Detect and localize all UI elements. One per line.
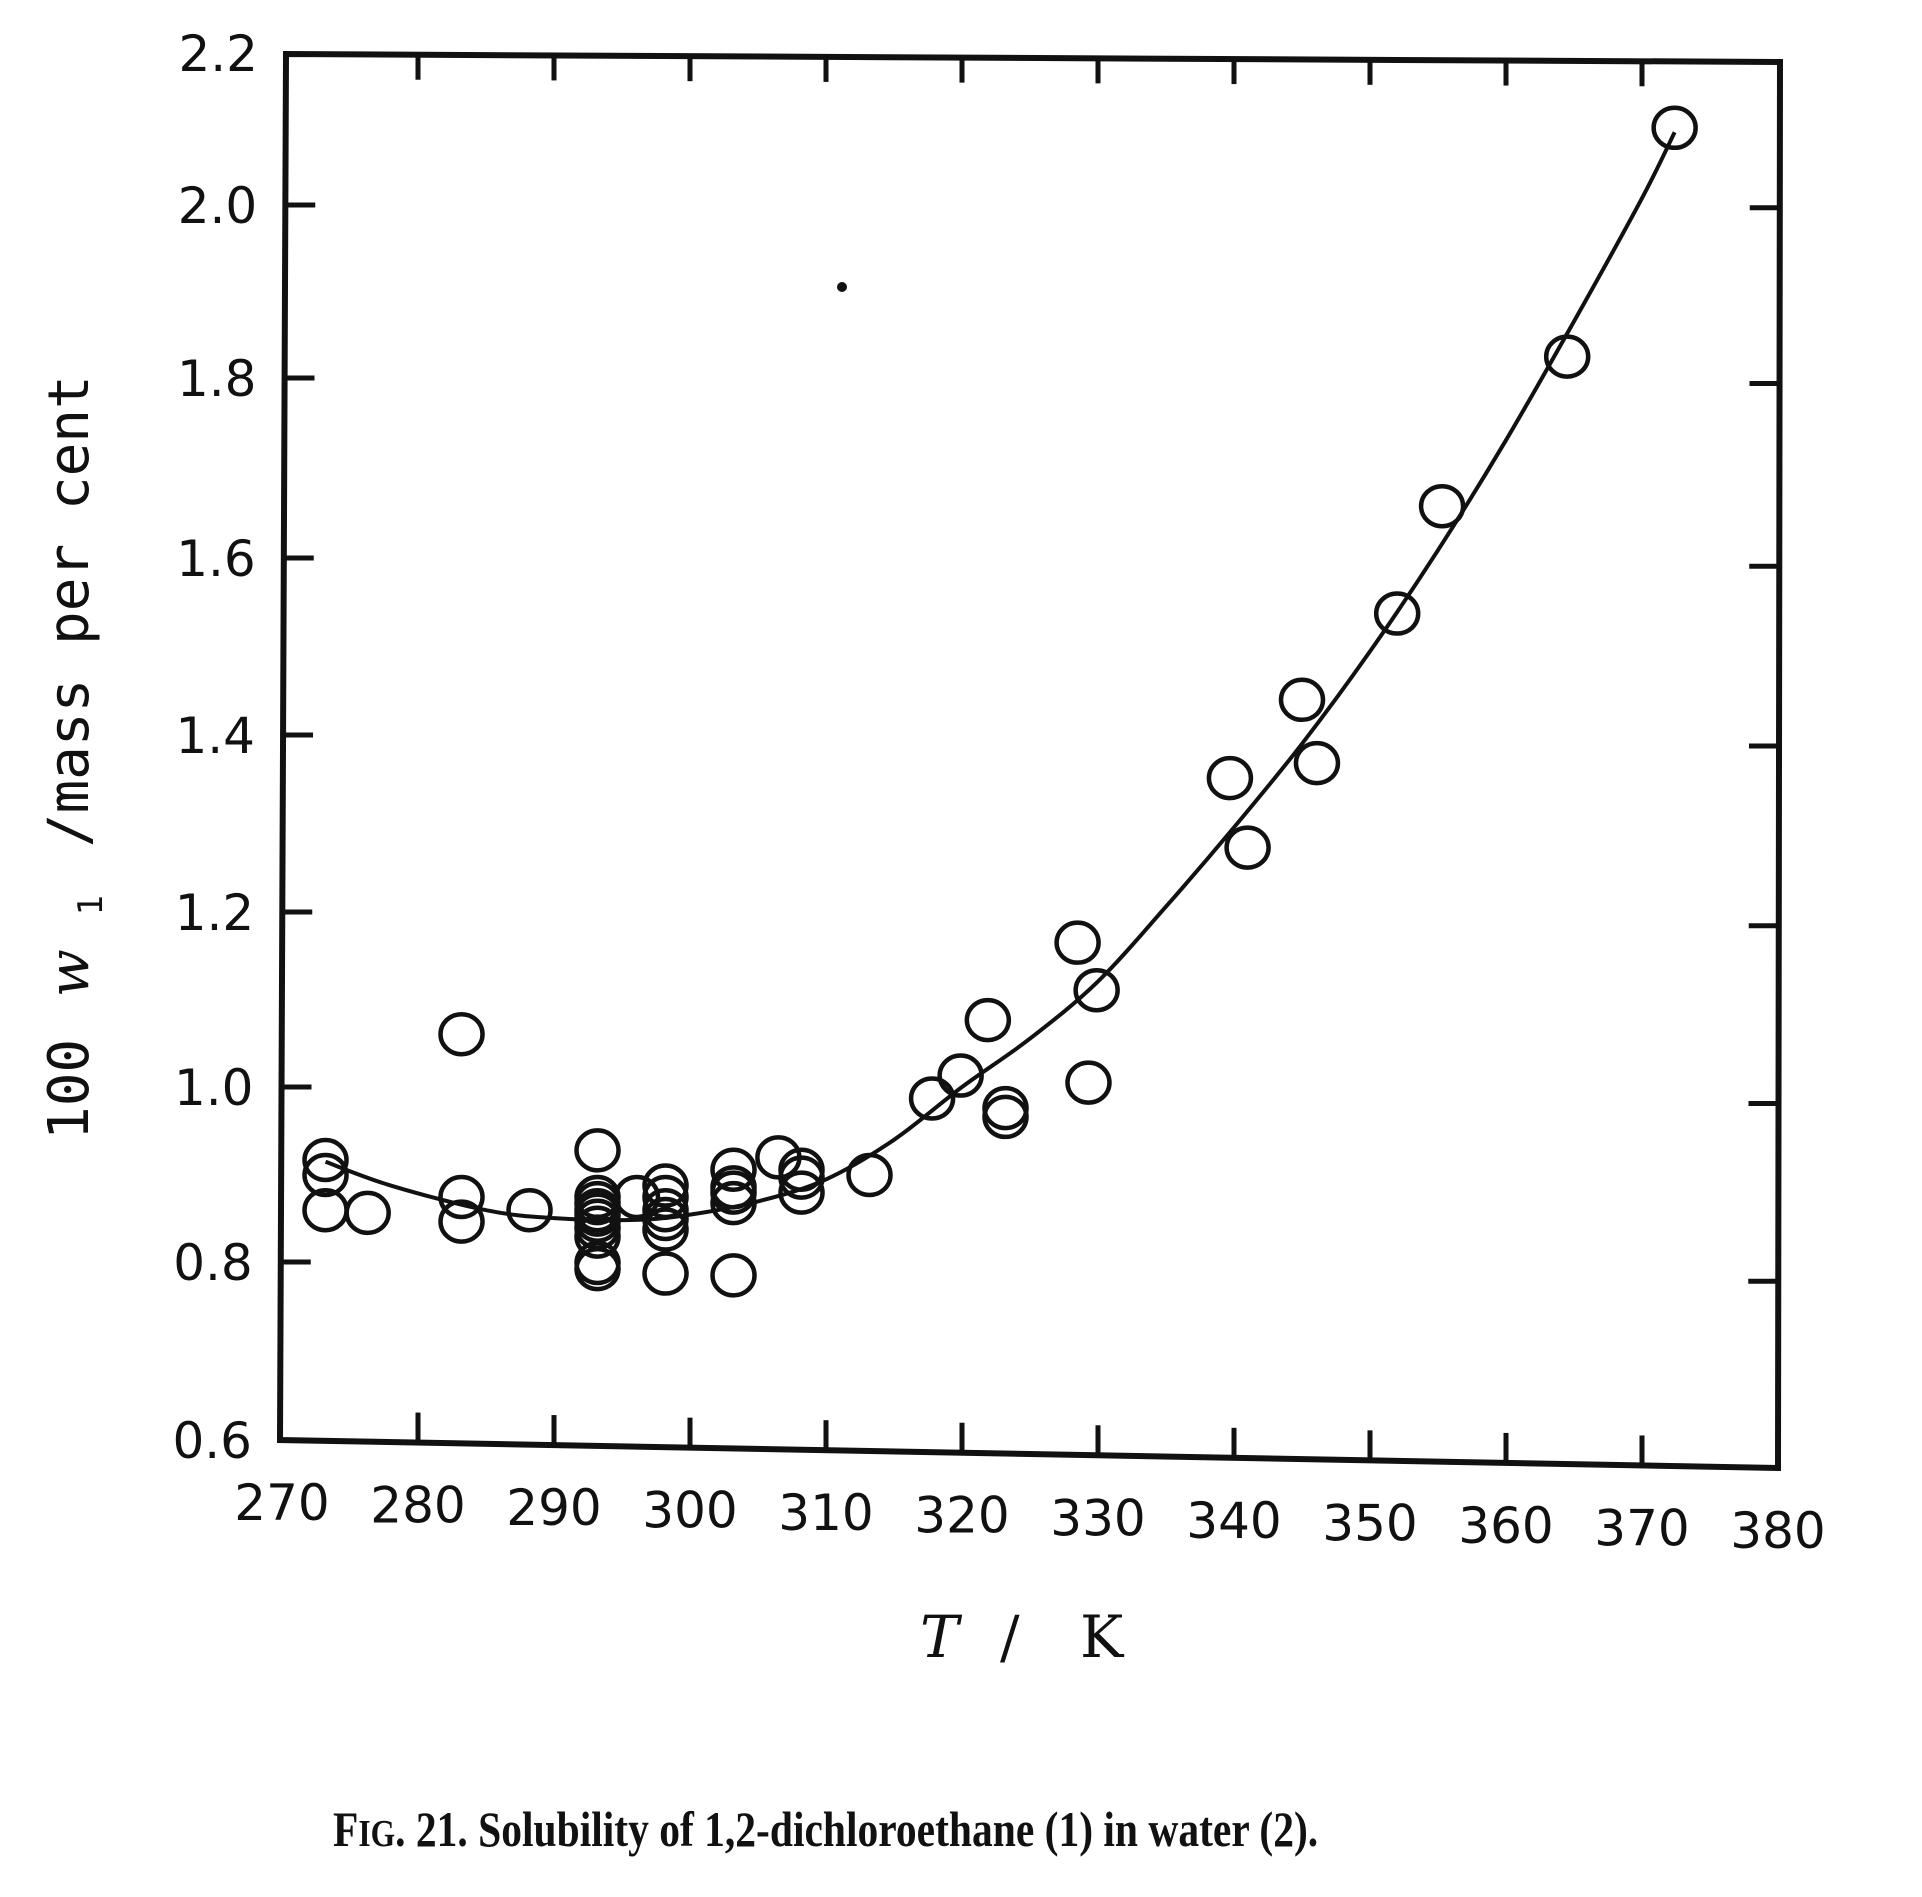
data-point-circle — [574, 1128, 621, 1173]
caption-text: . 21. Solubility of 1,2-dichloroethane (… — [395, 1801, 1319, 1857]
data-point-circle — [964, 997, 1012, 1043]
data-point-circle — [778, 1155, 825, 1200]
caption-fig-smallcaps: IG — [358, 1813, 396, 1855]
x-axis-ticks: 270 280 290 300 310 320 330 340 350 360 370 380 — [234, 54, 1826, 1560]
fit-line — [324, 131, 1677, 1223]
data-point-circle — [438, 1011, 485, 1057]
caption-fig-initial: F — [333, 1801, 359, 1857]
x-axis-title: T / K — [920, 1603, 1125, 1671]
y-tick-label: 0.8 — [173, 1234, 253, 1292]
data-point-circle — [1278, 677, 1326, 723]
x-tick-label: 330 — [1050, 1489, 1145, 1547]
data-point-circle — [574, 1214, 621, 1259]
x-tick-label: 280 — [370, 1477, 465, 1535]
y-tick-label: 1.8 — [177, 350, 257, 408]
y-axis-ticks: 0.6 0.8 1.0 1.2 1.4 1.6 1.8 2.0 2.2 — [172, 25, 1780, 1470]
x-tick-label: 270 — [234, 1474, 329, 1532]
data-point-circle — [1293, 740, 1341, 786]
stray-mark — [837, 282, 847, 292]
data-point-circle — [982, 1094, 1029, 1140]
data-point-circle — [1073, 967, 1120, 1013]
data-point-circle — [642, 1196, 689, 1242]
data-point-circle — [710, 1170, 757, 1215]
data-point-circle — [302, 1152, 349, 1198]
x-axis-title-separator: / — [1000, 1603, 1020, 1671]
data-point-circle — [1054, 920, 1101, 965]
figure-caption: FIG. 21. Solubility of 1,2-dichloroethan… — [333, 1800, 1318, 1858]
data-point-circle — [344, 1190, 391, 1236]
data-point-circle — [908, 1076, 956, 1121]
data-point-circle — [438, 1199, 485, 1244]
x-tick-label: 310 — [778, 1484, 873, 1542]
data-point-circle — [302, 1137, 349, 1183]
data-point-circle — [778, 1170, 825, 1215]
data-point-circle — [613, 1174, 661, 1220]
y-axis-title-prefix: 100 — [37, 1039, 102, 1140]
data-point-circle — [642, 1174, 689, 1220]
data-point-circle — [642, 1163, 689, 1208]
data-point-circle — [1065, 1060, 1112, 1105]
plot-border — [276, 50, 1784, 1472]
data-point-circle — [1224, 825, 1271, 870]
x-tick-label: 360 — [1458, 1497, 1553, 1555]
y-tick-label: 1.6 — [176, 530, 256, 588]
data-point-circle — [710, 1147, 757, 1192]
data-point-circle — [937, 1053, 984, 1098]
y-tick-label: 1.0 — [174, 1059, 254, 1117]
y-tick-label: 2.0 — [178, 177, 258, 235]
x-tick-label: 380 — [1730, 1502, 1825, 1560]
data-point-circle — [1543, 334, 1591, 379]
x-tick-label: 290 — [506, 1479, 601, 1537]
data-point-circle — [574, 1246, 621, 1292]
data-point-circle — [1373, 591, 1421, 636]
x-tick-label: 370 — [1594, 1499, 1689, 1557]
y-axis-title: 100 w 1 /mass per cent — [37, 375, 116, 1140]
x-tick-label: 300 — [642, 1482, 737, 1540]
x-tick-label: 320 — [914, 1487, 1009, 1545]
x-axis-title-variable: T — [920, 1603, 963, 1671]
data-point-circle — [1418, 483, 1466, 529]
data-point-circle — [1206, 755, 1254, 801]
data-point-circle — [710, 1253, 757, 1298]
y-tick-label: 1.2 — [175, 884, 255, 942]
data-point-circle — [506, 1187, 553, 1233]
plot-frame — [276, 50, 1784, 1472]
fitted-curve — [324, 131, 1677, 1223]
data-point-circle — [438, 1174, 485, 1220]
data-point-circle — [642, 1251, 689, 1296]
x-tick-label: 340 — [1186, 1492, 1281, 1550]
y-tick-label: 0.6 — [172, 1412, 252, 1470]
y-axis-title-subscript: 1 — [71, 895, 111, 915]
data-points — [302, 105, 1698, 1298]
data-point-circle — [982, 1085, 1029, 1131]
x-axis-title-unit: K — [1080, 1603, 1125, 1671]
y-axis-title-variable: w — [37, 949, 102, 997]
y-axis-title-unit: /mass per cent — [37, 375, 102, 847]
svg-text:100 w 1 /mas: 100 w 1 /mass per cent — [37, 375, 116, 1140]
data-point-circle — [710, 1180, 757, 1226]
data-point-circle — [642, 1207, 689, 1252]
data-point-circle — [1651, 105, 1698, 151]
y-tick-label: 2.2 — [178, 25, 258, 83]
x-tick-label: 350 — [1322, 1494, 1417, 1552]
data-point-circle — [846, 1152, 893, 1198]
y-tick-label: 1.4 — [175, 707, 255, 765]
